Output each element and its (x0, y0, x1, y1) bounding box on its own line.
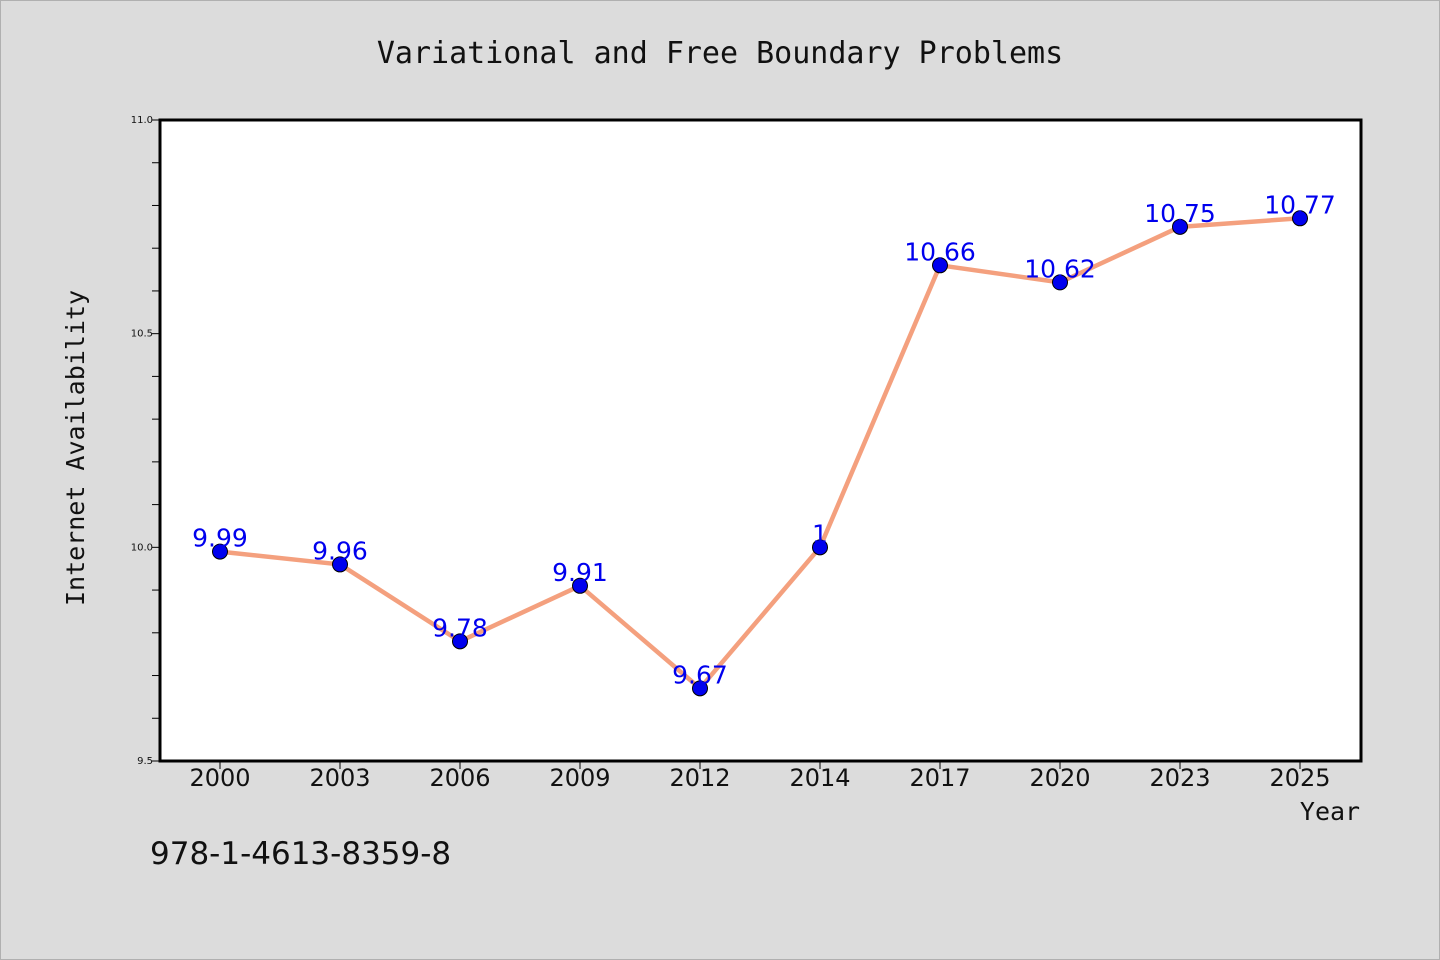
data-point (932, 257, 948, 274)
x-tick-label: 2020 (1029, 764, 1090, 792)
plot-border (158, 118, 1363, 763)
data-point (332, 556, 348, 573)
data-point (812, 539, 828, 556)
data-label: 10.66 (904, 237, 976, 266)
data-point (692, 680, 708, 697)
x-tick-label: 2003 (309, 764, 370, 792)
y-tick-label: 10.0 (131, 542, 153, 553)
x-tick-label: 2012 (669, 764, 730, 792)
data-label: 9.99 (192, 524, 248, 553)
series-markers (212, 210, 1308, 697)
y-axis-label: Internet Availability (61, 290, 90, 606)
data-point (212, 543, 228, 560)
data-labels: 9.99 9.96 9.78 9.91 9.67 1 10.66 10.62 10.75 10.7… (192, 190, 1336, 689)
data-label: 10.77 (1264, 190, 1336, 219)
x-tick-label: 2017 (909, 764, 970, 792)
x-tick-label: 2009 (549, 764, 610, 792)
x-tick-label: 2006 (429, 764, 490, 792)
data-label: 10.75 (1144, 199, 1216, 228)
data-point (1052, 274, 1068, 291)
data-label: 9.96 (312, 536, 368, 565)
data-point (1172, 218, 1188, 235)
isbn-text: 978-1-4613-8359-8 (150, 836, 451, 872)
x-tick-label: 2025 (1269, 764, 1330, 792)
plot-area (160, 120, 1361, 761)
x-axis-ticks: 2000 2003 2006 2009 2012 2014 2017 2020 2023 2025 (189, 761, 1331, 792)
x-tick-label: 2014 (789, 764, 850, 792)
y-tick-label: 10.5 (131, 329, 153, 340)
y-tick-label: 9.5 (137, 756, 153, 767)
data-label: 9.91 (552, 558, 608, 587)
y-tick-label: 11.0 (131, 115, 153, 126)
x-axis-label: Year (1300, 797, 1360, 826)
data-label: 9.67 (672, 660, 728, 689)
data-label: 1 (812, 519, 828, 548)
data-label: 10.62 (1024, 254, 1096, 283)
x-tick-label: 2023 (1149, 764, 1210, 792)
data-point (1292, 210, 1308, 227)
data-point (572, 577, 588, 594)
data-point (452, 633, 468, 650)
series-line (219, 216, 1301, 691)
data-label: 9.78 (432, 613, 488, 642)
y-axis-ticks: 9.5 10.0 10.5 11.0 (131, 115, 160, 767)
chart-title: Variational and Free Boundary Problems (377, 36, 1063, 71)
x-tick-label: 2000 (189, 764, 250, 792)
